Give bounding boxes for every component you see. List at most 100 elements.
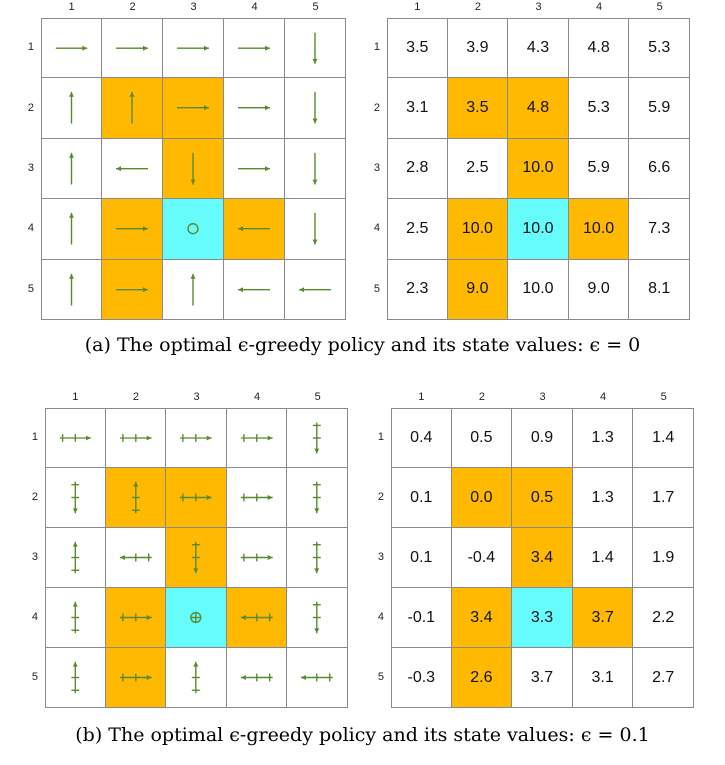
forbidden-cell [223, 198, 285, 260]
row-header: 3 [377, 551, 384, 563]
arrow-up-icon [46, 528, 105, 587]
grid-cell [45, 467, 106, 528]
state-value: 5.9 [648, 99, 671, 117]
arrow-up-icon [166, 648, 226, 707]
grid-cell [104, 527, 167, 588]
arrow-up-icon [42, 139, 101, 198]
forbidden-cell: 3.7 [571, 587, 634, 648]
state-value: 10.0 [522, 219, 554, 237]
arrow-right-icon [224, 19, 284, 77]
forbidden-cell: 4.8 [507, 77, 569, 139]
arrow-right-icon [163, 19, 223, 77]
column-header: 1 [418, 391, 425, 403]
grid-cell [41, 77, 102, 139]
arrow-right-icon [163, 78, 223, 137]
arrow-right-icon [227, 409, 287, 467]
state-value: 7.3 [648, 219, 671, 237]
arrow-down-icon [46, 468, 105, 527]
arrow-right-icon [106, 409, 166, 467]
column-header: 3 [535, 1, 542, 13]
grid-cell: 3.5 [387, 18, 448, 79]
column-header: 1 [414, 1, 421, 13]
state-value: 1.4 [591, 548, 614, 566]
grid-cell: 0.1 [391, 467, 452, 528]
column-header: 2 [132, 391, 139, 403]
state-value: 3.9 [466, 39, 489, 57]
forbidden-cell: 10.0 [507, 137, 569, 200]
arrow-left-icon [106, 528, 166, 587]
forbidden-cell: 3.4 [511, 527, 573, 588]
forbidden-cell [165, 527, 227, 588]
column-header: 1 [72, 391, 79, 403]
arrow-down-icon [285, 139, 345, 198]
row-header: 1 [31, 431, 38, 443]
grid-cell [225, 647, 288, 708]
forbidden-cell [104, 647, 167, 708]
state-value: 4.3 [526, 39, 550, 57]
grid-cell: 1.4 [571, 527, 634, 588]
row-header: 4 [373, 222, 380, 235]
column-header: 2 [474, 1, 481, 13]
arrow-left-icon [285, 260, 345, 319]
grid-cell: 8.1 [628, 258, 690, 320]
state-value: 1.3 [591, 488, 614, 506]
row-header: 5 [27, 282, 34, 295]
grid-cell: 3.1 [571, 647, 634, 708]
column-header: 2 [129, 1, 136, 13]
state-value: 0.5 [530, 488, 554, 506]
arrow-left-icon [224, 199, 284, 258]
state-value: 0.0 [470, 488, 493, 506]
grid-cell [284, 77, 346, 139]
arrow-right-icon [102, 19, 162, 77]
row-header: 3 [373, 162, 380, 174]
state-value: 6.6 [648, 159, 671, 177]
state-value: 0.4 [410, 429, 433, 446]
grid-cell [284, 18, 346, 79]
state-value: 9.0 [466, 280, 489, 298]
grid-cell [284, 137, 346, 200]
state-value: 2.3 [406, 280, 429, 298]
row-header: 3 [27, 162, 34, 174]
arrow-down-icon [166, 528, 226, 587]
arrow-up-icon [46, 588, 105, 647]
arrow-right-icon [166, 409, 226, 467]
state-value: 2.8 [406, 159, 429, 177]
arrow-down-icon [285, 19, 345, 77]
state-value: 3.4 [530, 548, 554, 566]
state-value: 5.3 [648, 39, 671, 57]
target-cell [165, 587, 227, 648]
state-value: 3.1 [406, 99, 429, 117]
state-value: 1.3 [591, 429, 614, 446]
state-value: -0.3 [407, 668, 436, 686]
row-header: 2 [31, 491, 38, 503]
row-header: 4 [377, 611, 384, 623]
grid-cell: 2.3 [387, 258, 448, 320]
grid-cell [284, 258, 346, 320]
grid-cell: -0.3 [391, 647, 452, 708]
state-value: 3.7 [530, 668, 554, 686]
target-cell [162, 198, 224, 260]
grid-cell: 5.3 [628, 18, 690, 79]
grid-cell [286, 408, 348, 468]
grid-cell [286, 587, 348, 648]
column-header: 5 [314, 391, 321, 403]
row-header: 1 [27, 41, 34, 54]
state-value: 5.9 [587, 159, 610, 177]
column-header: 4 [596, 1, 603, 13]
forbidden-cell [225, 587, 288, 648]
arrow-left-icon [224, 260, 284, 319]
arrow-up-icon [42, 260, 101, 319]
grid-cell [225, 467, 288, 528]
grid-cell: 1.7 [632, 467, 694, 528]
grid-cell: 2.5 [387, 198, 448, 260]
arrow-right-icon [42, 19, 101, 77]
arrow-left-icon [227, 648, 287, 707]
grid-cell [225, 527, 288, 588]
grid-cell: 9.0 [567, 258, 630, 320]
policy-grid-a [41, 18, 346, 320]
state-value: 2.2 [652, 608, 675, 626]
value-grid-b: 0.4 0.5 0.9 1.3 1.4 0.1 0.0 0.5 1.3 1.7 0.1 -0.4 3.4… [391, 408, 694, 708]
grid-cell [41, 198, 102, 260]
forbidden-cell [101, 258, 163, 320]
forbidden-cell: 3.4 [450, 587, 513, 648]
